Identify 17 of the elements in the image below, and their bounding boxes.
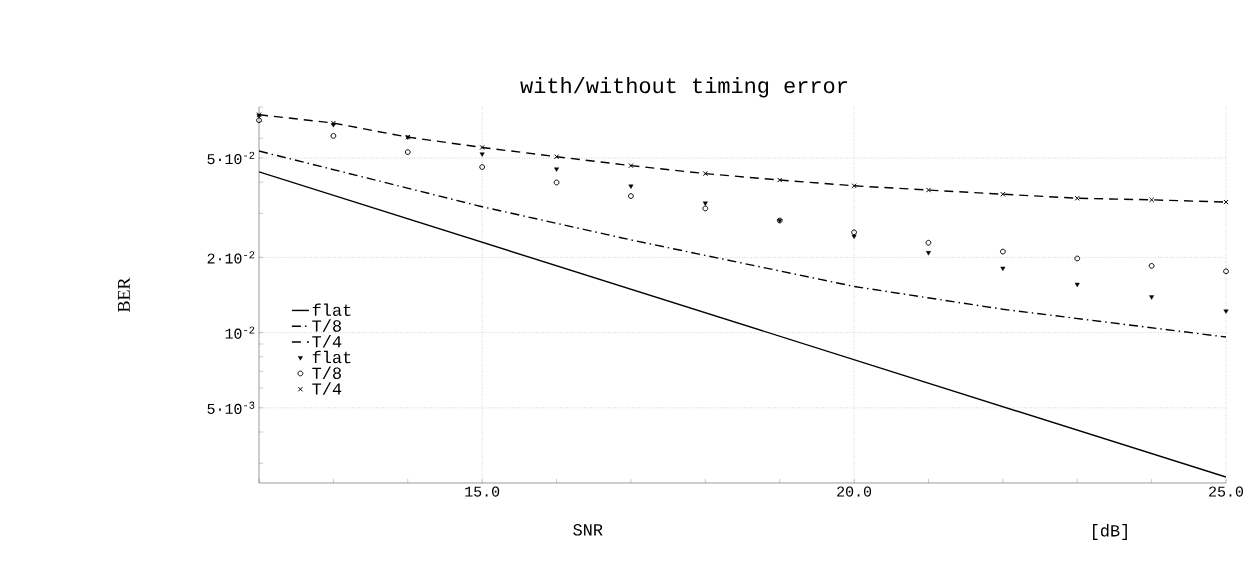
legend-label: flat	[312, 303, 351, 317]
text: [dB]	[1093, 524, 1127, 540]
legend-label: T/8	[312, 366, 341, 380]
y-tick-label: 5·10$^{-2}$	[207, 151, 255, 165]
y-axis-title: BER	[117, 277, 130, 312]
legend-label: T/8	[312, 319, 341, 332]
legend-label: flat	[312, 350, 351, 364]
chart-title: with/without timing error	[520, 77, 847, 98]
y-tick-label: 10$^{-2}$	[225, 326, 255, 339]
x-tick-label: 15.0	[465, 486, 500, 497]
x-tick-label: 25.0	[1209, 486, 1244, 497]
x-tick-label: 20.0	[837, 486, 872, 497]
y-tick-label: 5·10$^{-3}$	[207, 401, 255, 414]
y-tick-label: 2·10$^{-2}$	[207, 251, 255, 264]
legend-label: T/4	[312, 382, 342, 395]
x-axis-title: SNR	[573, 524, 603, 536]
legend-label: T/4	[312, 335, 342, 348]
